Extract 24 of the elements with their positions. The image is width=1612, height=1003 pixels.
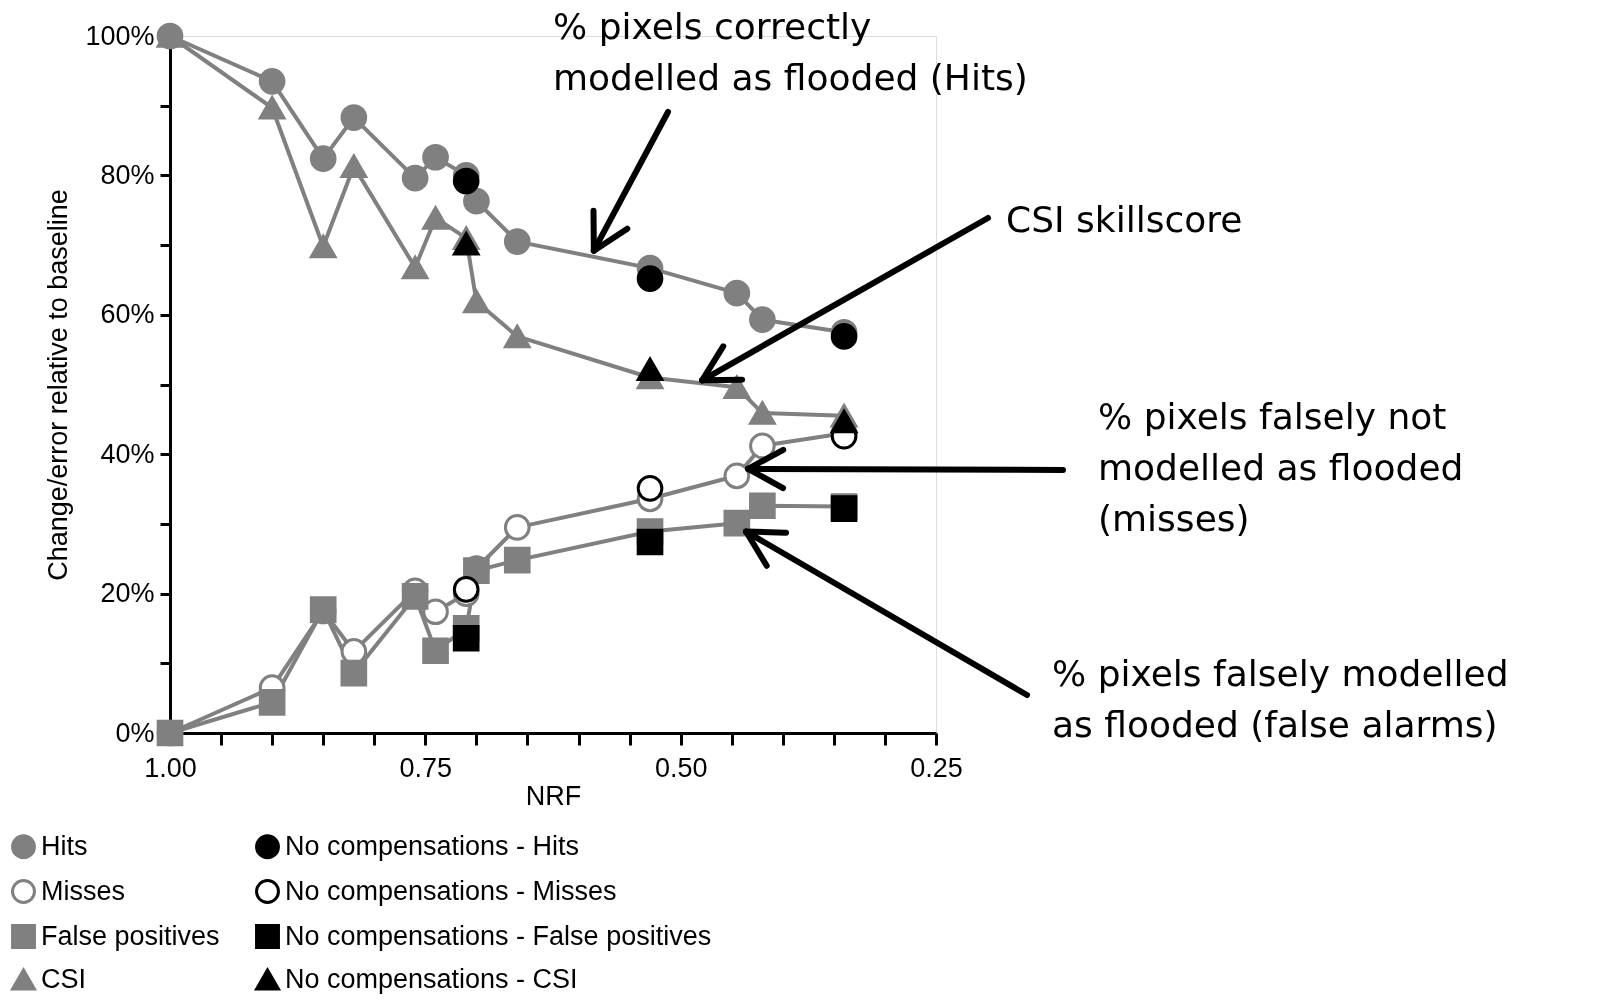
annotation: % pixels falsely modelled as flooded (false alarms) — [1052, 653, 1509, 745]
x-tick-label: 0.50 — [654, 752, 708, 783]
legend-label: No compensations - Misses — [285, 875, 617, 906]
annotation: % pixels correctly modelled as flooded (Hits) — [553, 6, 1028, 98]
x-axis-title: NRF — [525, 780, 582, 811]
legend-label: No compensations - False positives — [285, 920, 712, 951]
y-tick-label: 100% — [85, 20, 155, 51]
x-tick-label: 0.75 — [399, 752, 453, 783]
legend-label: False positives — [41, 920, 220, 951]
y-tick-label: 80% — [100, 159, 155, 190]
legend-label: Hits — [41, 830, 88, 861]
x-tick-label: 0.25 — [910, 752, 963, 783]
y-axis-title: Change/error relative to baseline — [43, 189, 74, 581]
legend-label: Misses — [41, 875, 126, 906]
legend-label: CSI — [41, 963, 87, 994]
annotation: % pixels falsely not modelled as flooded (misses) — [1098, 396, 1464, 539]
y-tick-label: 60% — [100, 299, 155, 330]
y-tick-label: 20% — [100, 578, 155, 609]
x-tick-label: 1.00 — [144, 752, 197, 783]
y-tick-label: 0% — [115, 717, 155, 748]
legend-label: No compensations - Hits — [285, 830, 580, 861]
y-tick-label: 40% — [100, 438, 155, 469]
annotation: CSI skillscore — [1006, 199, 1243, 240]
legend-label: No compensations - CSI — [285, 963, 578, 994]
